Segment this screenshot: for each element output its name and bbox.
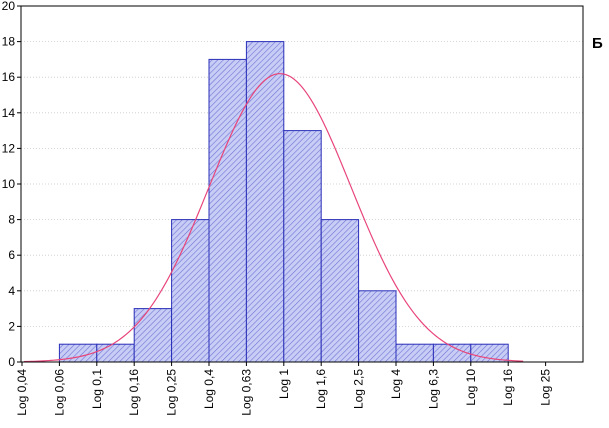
bar-Log 4-Log 6,3 [395, 343, 434, 363]
x-tick-label-12: Log 10 [464, 369, 478, 406]
y-tick-label-10: 10 [2, 177, 16, 191]
y-tick-label-0: 0 [8, 355, 15, 369]
y-tick-label-14: 14 [2, 106, 16, 120]
x-tick-label-13: Log 16 [501, 369, 515, 406]
x-tick-label-8: Log 1,6 [314, 369, 328, 409]
x-tick-label-6: Log 0,63 [239, 369, 253, 416]
y-tick-label-2: 2 [8, 319, 15, 333]
bar-Log 1-Log 1,6 [283, 130, 322, 363]
x-tick-label-14: Log 25 [539, 369, 553, 406]
y-tick-label-18: 18 [2, 35, 16, 49]
fitted-normal-curve [23, 73, 524, 363]
x-tick-label-0: Log 0,04 [15, 369, 29, 416]
x-tick-label-5: Log 0,4 [202, 369, 216, 409]
bar-Log 0,25-Log 0,4 [171, 219, 210, 363]
x-tick-label-9: Log 2,5 [352, 369, 366, 409]
x-tick-labels: Log 0,04 Log 0,06 Log 0,1 Log 0,16 Log 0,25 L… [15, 362, 553, 416]
bar-Log 0,16-Log 0,25 [133, 308, 173, 363]
bar-Log 0,1-Log 0,16 [96, 343, 135, 363]
x-tick-label-4: Log 0,25 [165, 369, 179, 416]
y-tick-label-6: 6 [8, 248, 15, 262]
y-tick-label-16: 16 [2, 70, 16, 84]
bar-Log 1,6-Log 2,5 [320, 219, 360, 363]
x-tick-label-1: Log 0,06 [52, 369, 66, 416]
bar-Log 2,5-Log 4 [358, 290, 397, 363]
x-tick-label-3: Log 0,16 [127, 369, 141, 416]
y-tick-label-8: 8 [8, 213, 15, 227]
x-tick-label-10: Log 4 [389, 369, 403, 399]
y-tick-label-12: 12 [2, 141, 16, 155]
y-tick-label-4: 4 [8, 284, 15, 298]
x-tick-label-2: Log 0,1 [90, 369, 104, 409]
bar-Log 0,63-Log 1 [245, 41, 285, 363]
y-tick-label-20: 20 [2, 0, 16, 13]
grid-lines [21, 41, 583, 327]
y-tick-labels: 0 2 4 6 8 10 12 14 16 18 20 [2, 0, 21, 369]
bar-Log 0,4-Log 0,63 [208, 58, 247, 363]
panel-label: Б [592, 35, 603, 52]
x-tick-label-7: Log 1 [277, 369, 291, 399]
bars [58, 41, 509, 363]
x-tick-label-11: Log 6,3 [426, 369, 440, 409]
